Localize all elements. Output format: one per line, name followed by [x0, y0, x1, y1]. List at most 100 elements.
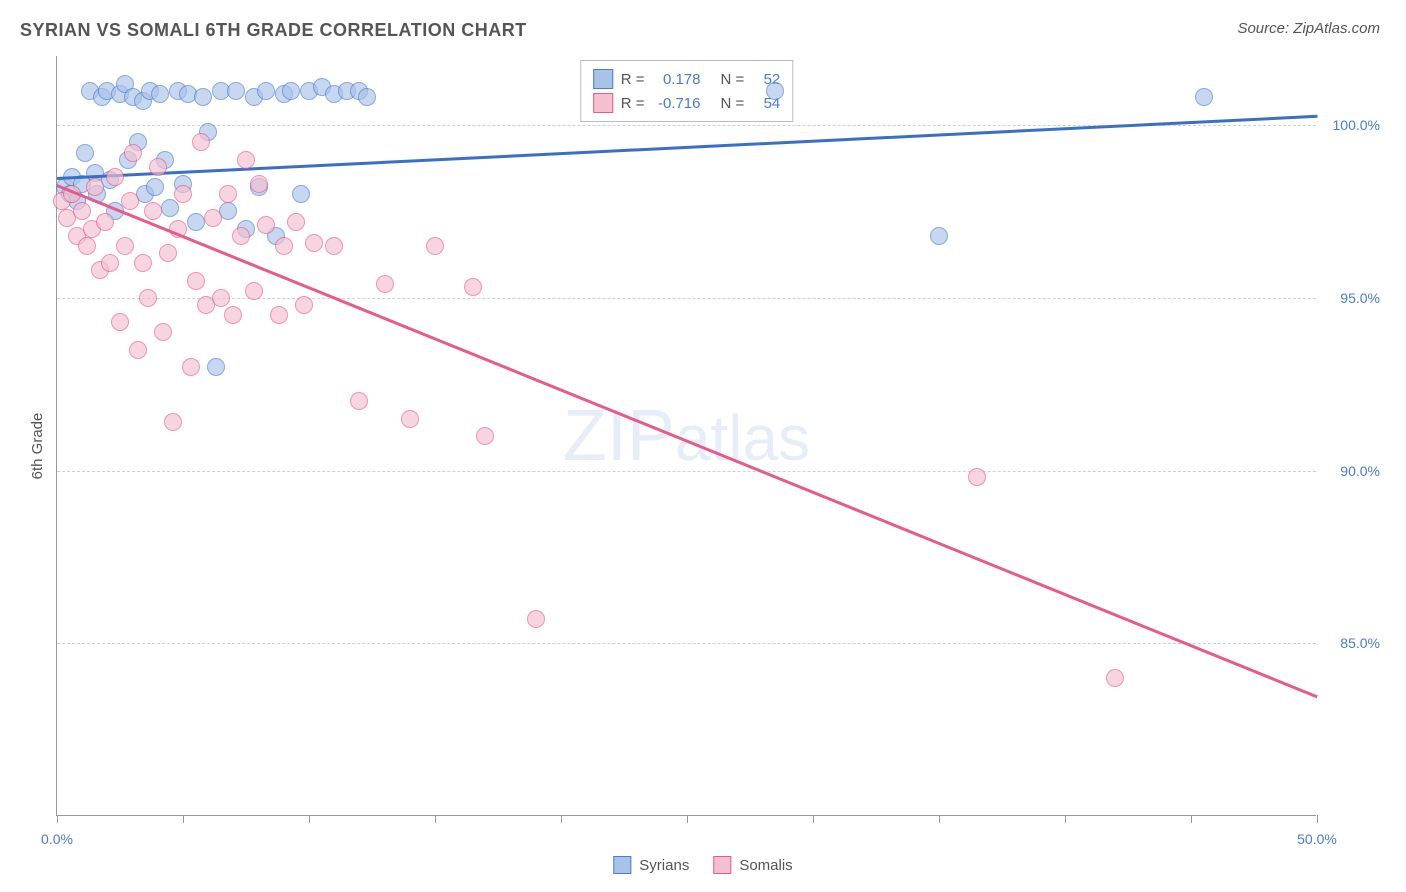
x-tick [813, 815, 814, 823]
x-tick [1065, 815, 1066, 823]
data-point [159, 244, 177, 262]
data-point [78, 237, 96, 255]
data-point [207, 358, 225, 376]
data-point [287, 213, 305, 231]
x-tick [57, 815, 58, 823]
data-point [121, 192, 139, 210]
x-tick [309, 815, 310, 823]
data-point [146, 178, 164, 196]
data-point [426, 237, 444, 255]
x-tick [183, 815, 184, 823]
data-point [154, 323, 172, 341]
data-point [282, 82, 300, 100]
legend-swatch [613, 856, 631, 874]
legend-n-label: N = [721, 71, 745, 88]
data-point [295, 296, 313, 314]
data-point [139, 289, 157, 307]
data-point [527, 610, 545, 628]
legend-item: Syrians [613, 856, 689, 874]
data-point [116, 237, 134, 255]
data-point [325, 237, 343, 255]
data-point [151, 85, 169, 103]
data-point [245, 282, 263, 300]
data-point [182, 358, 200, 376]
legend-series-name: Syrians [639, 857, 689, 874]
legend-swatch [593, 93, 613, 113]
data-point [187, 272, 205, 290]
legend-r-label: R = [621, 71, 645, 88]
data-point [930, 227, 948, 245]
legend-r-label: R = [621, 95, 645, 112]
x-tick-label: 50.0% [1297, 831, 1337, 847]
x-tick [435, 815, 436, 823]
data-point [134, 254, 152, 272]
y-tick-label: 95.0% [1340, 290, 1380, 306]
data-point [219, 185, 237, 203]
data-point [149, 158, 167, 176]
data-point [464, 278, 482, 296]
x-tick [939, 815, 940, 823]
legend-stats: R =0.178N =52R =-0.716N =54 [580, 60, 794, 122]
data-point [187, 213, 205, 231]
data-point [124, 144, 142, 162]
data-point [237, 151, 255, 169]
data-point [101, 254, 119, 272]
data-point [1106, 669, 1124, 687]
legend-swatch [593, 69, 613, 89]
x-tick-label: 0.0% [41, 831, 73, 847]
plot-area: ZIPatlas R =0.178N =52R =-0.716N =54 85.… [56, 56, 1316, 816]
legend-r-value: -0.716 [653, 95, 701, 112]
data-point [305, 234, 323, 252]
data-point [224, 306, 242, 324]
data-point [73, 202, 91, 220]
data-point [194, 88, 212, 106]
data-point [350, 392, 368, 410]
data-point [1195, 88, 1213, 106]
legend-series-name: Somalis [739, 857, 792, 874]
x-tick [687, 815, 688, 823]
data-point [292, 185, 310, 203]
legend-r-value: 0.178 [653, 71, 701, 88]
data-point [86, 178, 104, 196]
data-point [257, 82, 275, 100]
chart-title: SYRIAN VS SOMALI 6TH GRADE CORRELATION C… [20, 20, 527, 41]
legend-swatch [713, 856, 731, 874]
data-point [192, 133, 210, 151]
legend-n-label: N = [721, 95, 745, 112]
gridline [57, 643, 1316, 644]
legend-item: Somalis [713, 856, 792, 874]
legend-stats-row: R =0.178N =52 [593, 67, 781, 91]
data-point [204, 209, 222, 227]
data-point [111, 313, 129, 331]
data-point [164, 413, 182, 431]
data-point [257, 216, 275, 234]
data-point [358, 88, 376, 106]
data-point [161, 199, 179, 217]
data-point [144, 202, 162, 220]
x-tick [1317, 815, 1318, 823]
data-point [968, 468, 986, 486]
data-point [766, 82, 784, 100]
data-point [250, 175, 268, 193]
y-axis-label: 6th Grade [29, 413, 46, 480]
x-tick [1191, 815, 1192, 823]
legend-series: Syrians Somalis [613, 856, 792, 874]
data-point [174, 185, 192, 203]
legend-stats-row: R =-0.716N =54 [593, 91, 781, 115]
data-point [401, 410, 419, 428]
data-point [232, 227, 250, 245]
data-point [476, 427, 494, 445]
y-tick-label: 100.0% [1333, 117, 1380, 133]
gridline [57, 471, 1316, 472]
data-point [76, 144, 94, 162]
data-point [275, 237, 293, 255]
data-point [106, 168, 124, 186]
gridline [57, 298, 1316, 299]
data-point [129, 341, 147, 359]
data-point [212, 289, 230, 307]
data-point [96, 213, 114, 231]
y-tick-label: 85.0% [1340, 635, 1380, 651]
data-point [376, 275, 394, 293]
y-tick-label: 90.0% [1340, 463, 1380, 479]
source-label: Source: ZipAtlas.com [1237, 20, 1380, 37]
